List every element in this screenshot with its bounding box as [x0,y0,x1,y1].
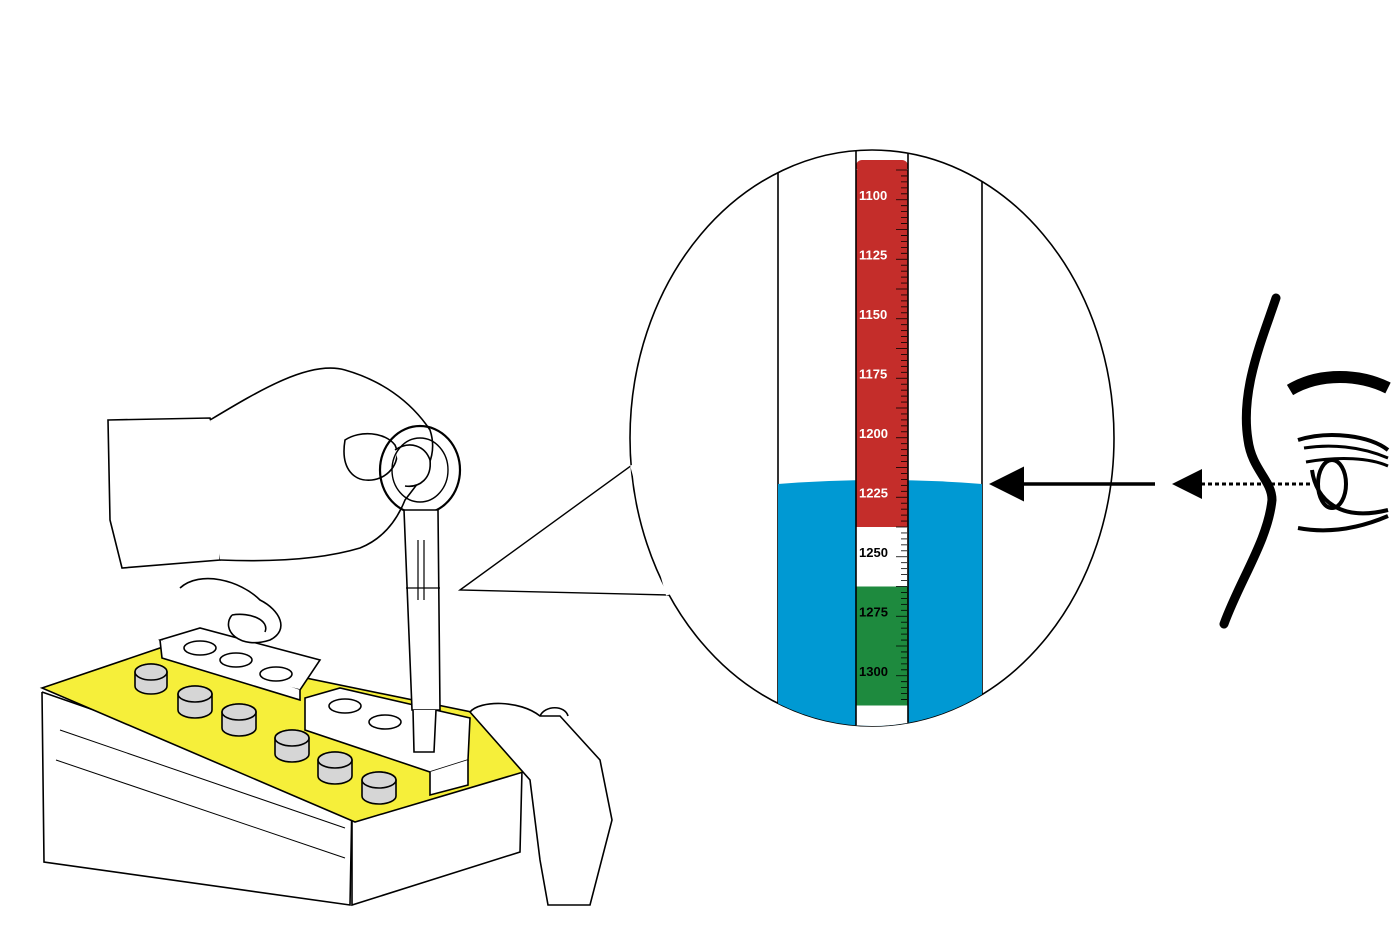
battery-icon [39,577,613,907]
scale-label-1225: 1225 [859,486,888,501]
scale-label-1100: 1100 [859,188,887,203]
scale-label-1250: 1250 [859,545,888,560]
eye-icon [1219,293,1391,629]
magnified-callout: 1100 1125 1150 1175 1200 1225 1250 1275 1300 [457,149,1115,727]
float-cap [856,160,908,172]
scale-label-1175: 1175 [859,367,887,382]
scale-label-1275: 1275 [859,605,888,620]
scale-label-1300: 1300 [859,664,888,679]
float-tail [856,705,908,726]
scale-label-1200: 1200 [859,426,888,441]
scale-label-1150: 1150 [859,307,887,322]
hand-holding-hydrometer-icon [107,367,462,753]
scale-label-1125: 1125 [859,248,887,263]
float-scale: 1100 1125 1150 1175 1200 1225 1250 1275 1300 [856,160,908,726]
